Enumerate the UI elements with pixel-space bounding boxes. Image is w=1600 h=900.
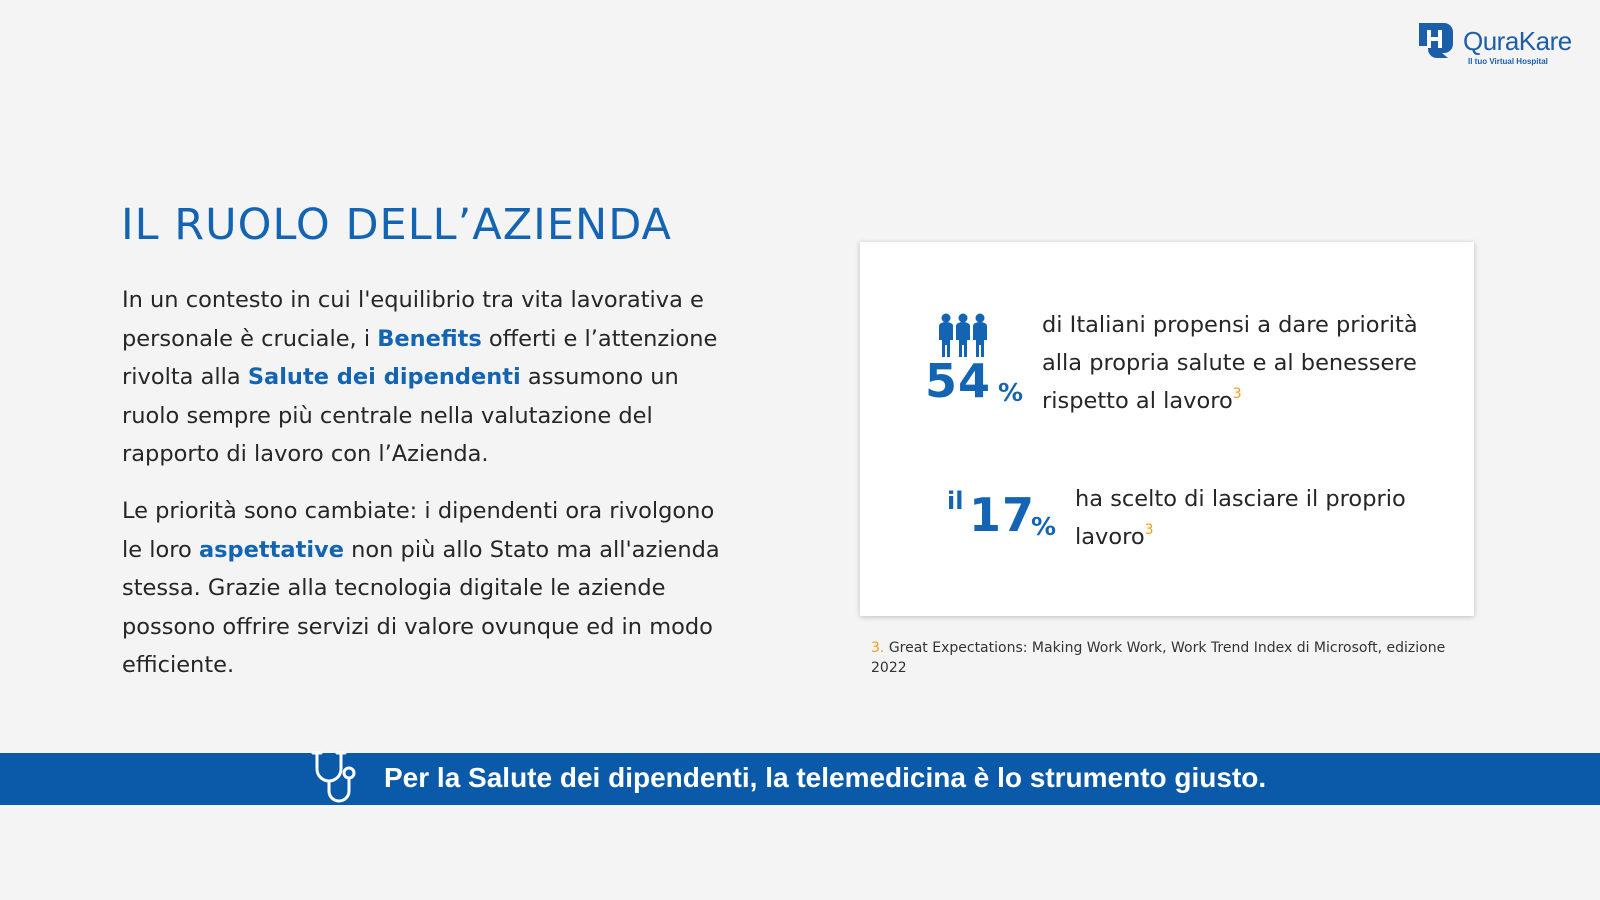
brand-name: QuraKare: [1463, 26, 1572, 56]
priorities-text-2: non più allo Stato ma all'azienda stessa…: [122, 536, 720, 679]
intro-text-2: offerti e l’attenzione rivolta alla: [122, 325, 718, 391]
brand-tagline: Il tuo Virtual Hospital: [1468, 57, 1548, 66]
stat-54-description: di Italiani propensi a dare priorità all…: [1042, 306, 1442, 420]
stat-17-text: ha scelto di lasciare il proprio lavoro: [1075, 486, 1406, 550]
intro-paragraph: In un contesto in cui l'equilibrio tra v…: [122, 281, 732, 474]
stat-17-prefix: il: [947, 487, 964, 515]
priorities-text-1: Le priorità sono cambiate: i dipendenti …: [122, 498, 715, 563]
intro-text-3: assumono un ruolo sempre più centrale ne…: [122, 364, 679, 467]
brand-logo: QuraKare Il tuo Virtual Hospital: [1415, 20, 1585, 72]
page-title: IL RUOLO DELL’AZIENDA: [121, 200, 672, 250]
intro-text-1: In un contesto in cui l'equilibrio tra v…: [122, 287, 704, 352]
stat-17-unit: %: [1031, 512, 1057, 541]
stats-card: 54 % di Italiani propensi a dare priorit…: [860, 242, 1474, 616]
stat-17-footnote-ref: 3: [1144, 522, 1154, 538]
qurakare-logo-icon: [1419, 23, 1453, 58]
banner-message: Per la Salute dei dipendenti, la telemed…: [384, 762, 1267, 793]
footnote-number: 3.: [871, 640, 885, 656]
highlight-expectations: aspettative: [198, 536, 344, 563]
footnote: 3. Great Expectations: Making Work Work,…: [871, 638, 1471, 678]
bottom-banner: Per la Salute dei dipendenti, la telemed…: [0, 751, 1600, 805]
highlight-benefits: Benefits: [377, 325, 482, 352]
highlight-employee-health: Salute dei dipendenti: [247, 364, 521, 390]
priorities-paragraph: Le priorità sono cambiate: i dipendenti …: [122, 492, 732, 685]
stat-17-description: ha scelto di lasciare il proprio lavoro3: [1075, 480, 1435, 556]
stat-17-value: 17: [969, 488, 1036, 542]
stat-54-unit: %: [998, 378, 1024, 407]
stat-54-value: 54: [925, 354, 992, 408]
stat-54-text: di Italiani propensi a dare priorità all…: [1042, 312, 1418, 414]
people-group-icon: [939, 313, 987, 357]
stethoscope-icon: [311, 751, 356, 803]
footnote-text: Great Expectations: Making Work Work, Wo…: [871, 640, 1446, 676]
stat-54-footnote-ref: 3: [1232, 386, 1242, 402]
